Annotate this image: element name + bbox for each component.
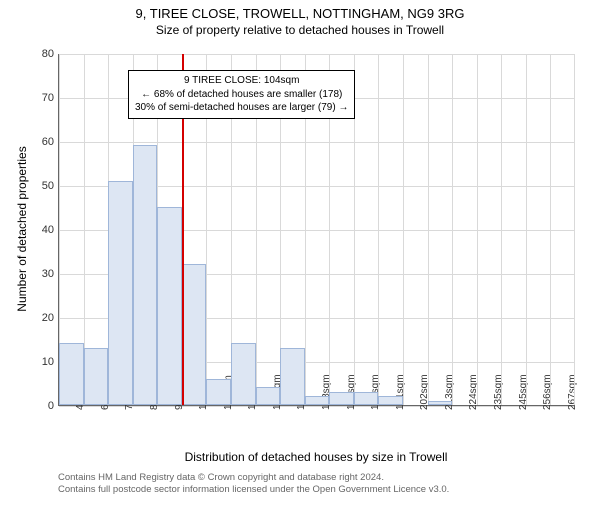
ytick-label: 10	[42, 356, 54, 368]
gridline-v	[403, 54, 404, 405]
annotation-line-1: 9 TIREE CLOSE: 104sqm	[135, 74, 348, 88]
bar	[231, 343, 256, 405]
attribution-line-1: Contains HM Land Registry data © Crown c…	[58, 472, 449, 484]
attribution: Contains HM Land Registry data © Crown c…	[58, 472, 449, 497]
bar	[206, 379, 231, 405]
ytick-label: 20	[42, 312, 54, 324]
ytick-label: 50	[42, 180, 54, 192]
y-axis-label: Number of detached properties	[15, 139, 29, 319]
bar	[157, 207, 182, 405]
ytick-label: 60	[42, 136, 54, 148]
gridline-v	[477, 54, 478, 405]
gridline-v	[526, 54, 527, 405]
annotation-line-3: 30% of semi-detached houses are larger (…	[135, 101, 348, 115]
ytick-label: 30	[42, 268, 54, 280]
gridline-h	[59, 142, 574, 143]
bar	[329, 392, 354, 405]
gridline-v	[501, 54, 502, 405]
bar	[182, 264, 207, 405]
chart-container: 0102030405060708049sqm60sqm71sqm82sqm93s…	[58, 54, 574, 406]
gridline-v	[428, 54, 429, 405]
gridline-v	[550, 54, 551, 405]
bar	[59, 343, 84, 405]
bar	[133, 145, 158, 405]
gridline-v	[452, 54, 453, 405]
xtick-label: 245sqm	[518, 374, 529, 410]
ytick-label: 80	[42, 48, 54, 60]
bar	[305, 396, 330, 405]
xtick-label: 256sqm	[542, 374, 553, 410]
chart-title: 9, TIREE CLOSE, TROWELL, NOTTINGHAM, NG9…	[0, 6, 600, 21]
bar	[84, 348, 109, 405]
ytick-label: 70	[42, 92, 54, 104]
bar	[428, 401, 453, 405]
gridline-h	[59, 54, 574, 55]
bar	[256, 387, 281, 405]
bar	[354, 392, 379, 405]
x-axis-label: Distribution of detached houses by size …	[58, 450, 574, 464]
annotation-line-2: ← 68% of detached houses are smaller (17…	[135, 88, 348, 102]
bar	[108, 181, 133, 405]
ytick-label: 40	[42, 224, 54, 236]
attribution-line-2: Contains full postcode sector informatio…	[58, 484, 449, 496]
bar	[378, 396, 403, 405]
bar	[280, 348, 305, 405]
xtick-label: 224sqm	[468, 374, 479, 410]
xtick-label: 267sqm	[567, 374, 578, 410]
gridline-v	[378, 54, 379, 405]
gridline-v	[574, 54, 575, 405]
ytick-label: 0	[48, 400, 54, 412]
annotation-box: 9 TIREE CLOSE: 104sqm ← 68% of detached …	[128, 70, 355, 119]
xtick-label: 235sqm	[493, 374, 504, 410]
chart-subtitle: Size of property relative to detached ho…	[0, 23, 600, 37]
